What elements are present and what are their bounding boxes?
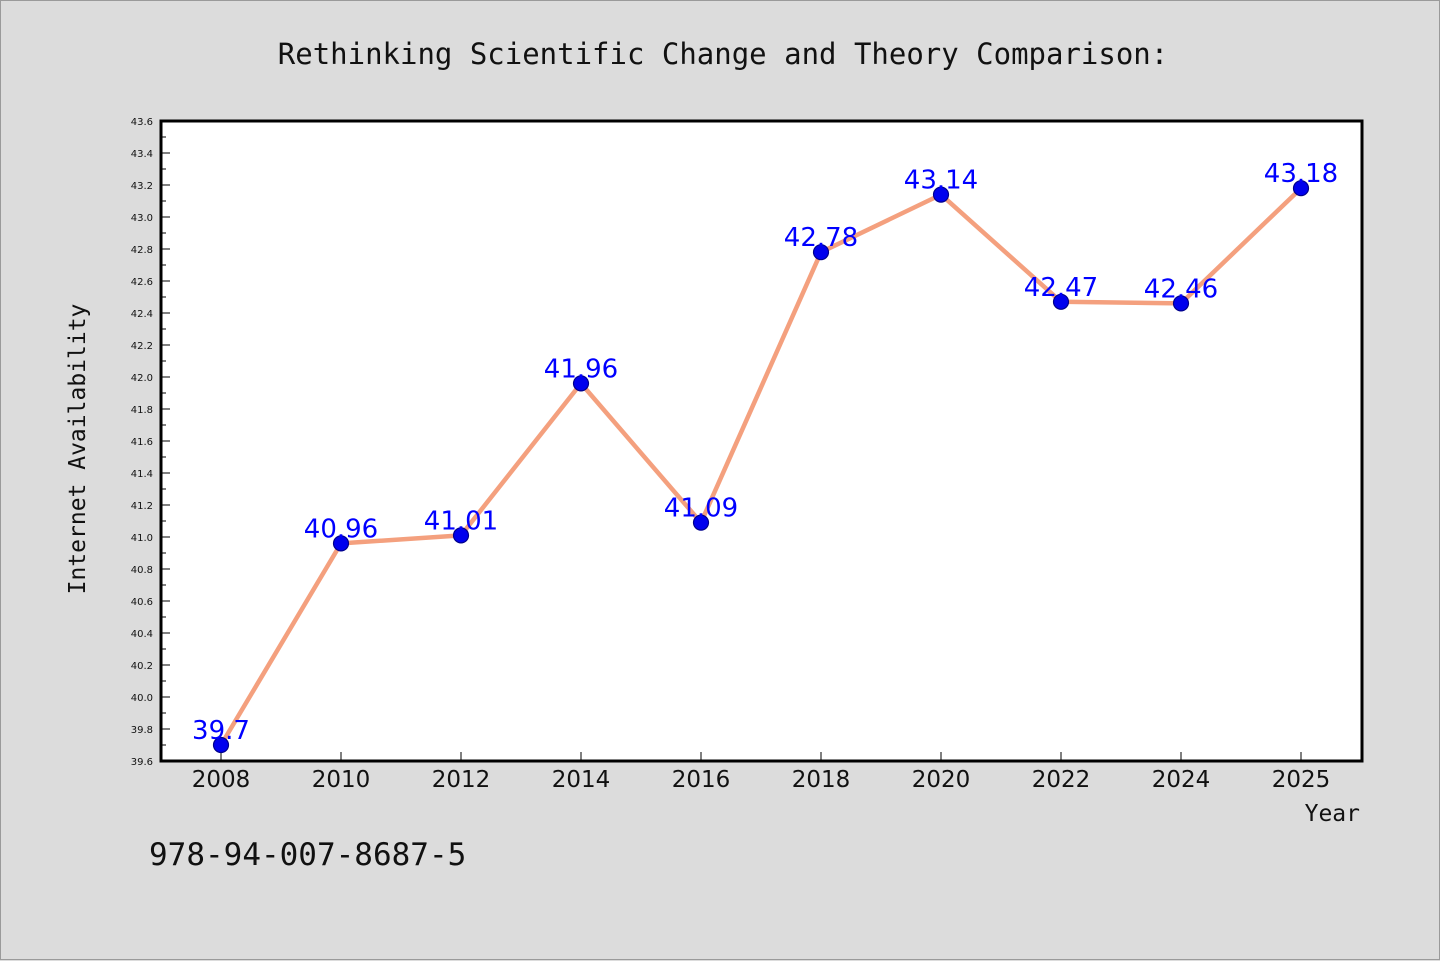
y-tick-label: 41.6 xyxy=(131,437,153,448)
y-tick-label: 40.6 xyxy=(131,597,153,608)
y-tick-label: 41.0 xyxy=(131,533,153,544)
x-axis-label: Year xyxy=(1305,801,1360,827)
data-label: 42.78 xyxy=(784,223,858,253)
data-label: 41.09 xyxy=(664,494,738,524)
y-tick-label: 41.2 xyxy=(131,501,153,512)
y-tick-label: 41.4 xyxy=(131,469,153,480)
y-tick-label: 43.2 xyxy=(131,181,153,192)
plot-area xyxy=(161,121,1362,761)
y-tick-label: 39.6 xyxy=(131,757,153,768)
x-tick-label: 2016 xyxy=(672,767,731,793)
y-tick-label: 42.8 xyxy=(131,245,153,256)
data-point xyxy=(1172,295,1190,312)
x-tick-label: 2022 xyxy=(1032,767,1091,793)
y-tick-label: 40.0 xyxy=(131,693,153,704)
x-tick-label: 2018 xyxy=(792,767,851,793)
plot-border xyxy=(159,119,1364,763)
data-label: 43.18 xyxy=(1264,159,1338,189)
data-label: 41.96 xyxy=(544,354,618,384)
x-tick-label: 2014 xyxy=(552,767,611,793)
series xyxy=(212,180,1310,754)
data-label: 42.46 xyxy=(1144,274,1218,304)
data-point xyxy=(812,244,830,261)
x-tick-label: 2010 xyxy=(312,767,371,793)
y-tick-label: 40.2 xyxy=(131,661,153,672)
data-label: 43.14 xyxy=(904,166,978,196)
x-axis: 2008 2010 2012 2014 2016 2018 2020 2022 2024 2025 xyxy=(192,752,1331,793)
y-tick-label: 42.2 xyxy=(131,341,153,352)
data-point xyxy=(572,375,590,392)
x-tick-label: 2020 xyxy=(912,767,971,793)
data-labels: 39.7 40.96 41.01 41.96 41.09 42.78 43.14 42.47 4… xyxy=(192,159,1338,746)
y-tick-label: 42.6 xyxy=(131,277,153,288)
series-line xyxy=(218,185,1304,748)
chart-title: Rethinking Scientific Change and Theory … xyxy=(278,37,1168,71)
footnote-isbn: 978-94-007-8687-5 xyxy=(149,837,466,873)
y-tick-label: 40.4 xyxy=(131,629,153,640)
y-axis: 39.6 39.8 40.0 40.2 40.4 40.6 40.8 41.0 41.2 41.4… xyxy=(131,117,170,768)
x-tick-label: 2024 xyxy=(1152,767,1211,793)
data-label: 41.01 xyxy=(424,506,498,536)
data-label: 39.7 xyxy=(192,716,250,746)
y-tick-label: 43.4 xyxy=(131,149,153,160)
y-tick-label: 40.8 xyxy=(131,565,153,576)
y-axis-label: Internet Availability xyxy=(65,304,91,595)
data-point xyxy=(692,514,710,531)
x-tick-label: 2025 xyxy=(1272,767,1331,793)
x-tick-label: 2008 xyxy=(192,767,251,793)
y-tick-label: 43.0 xyxy=(131,213,153,224)
data-point xyxy=(212,736,230,754)
y-tick-label: 41.8 xyxy=(131,405,153,416)
data-label: 42.47 xyxy=(1024,273,1098,303)
data-point xyxy=(1052,293,1070,310)
data-point xyxy=(332,535,350,552)
y-tick-label: 42.4 xyxy=(131,309,153,320)
y-tick-label: 39.8 xyxy=(131,725,153,736)
data-label: 40.96 xyxy=(304,514,378,544)
data-point xyxy=(1292,180,1310,197)
x-tick-label: 2012 xyxy=(432,767,491,793)
data-point xyxy=(452,527,470,544)
y-tick-label: 42.0 xyxy=(131,373,153,384)
data-point xyxy=(932,186,950,203)
y-tick-label: 43.6 xyxy=(131,117,153,128)
